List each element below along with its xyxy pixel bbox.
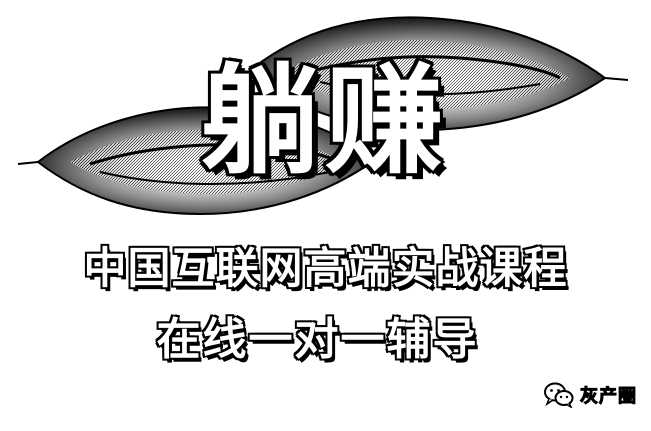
subtitle-tutoring: 在线一对一辅导 [155,314,479,365]
watermark-label: 灰产圈 [580,386,637,408]
pod-lower-left [17,106,393,216]
wechat-icon [544,382,574,408]
subtitle-course: 中国互联网高端实战课程 [82,244,568,294]
watermark: 灰产圈 [544,381,637,409]
main-title: 躺赚 [198,52,449,190]
pod-upper-right [229,16,629,132]
